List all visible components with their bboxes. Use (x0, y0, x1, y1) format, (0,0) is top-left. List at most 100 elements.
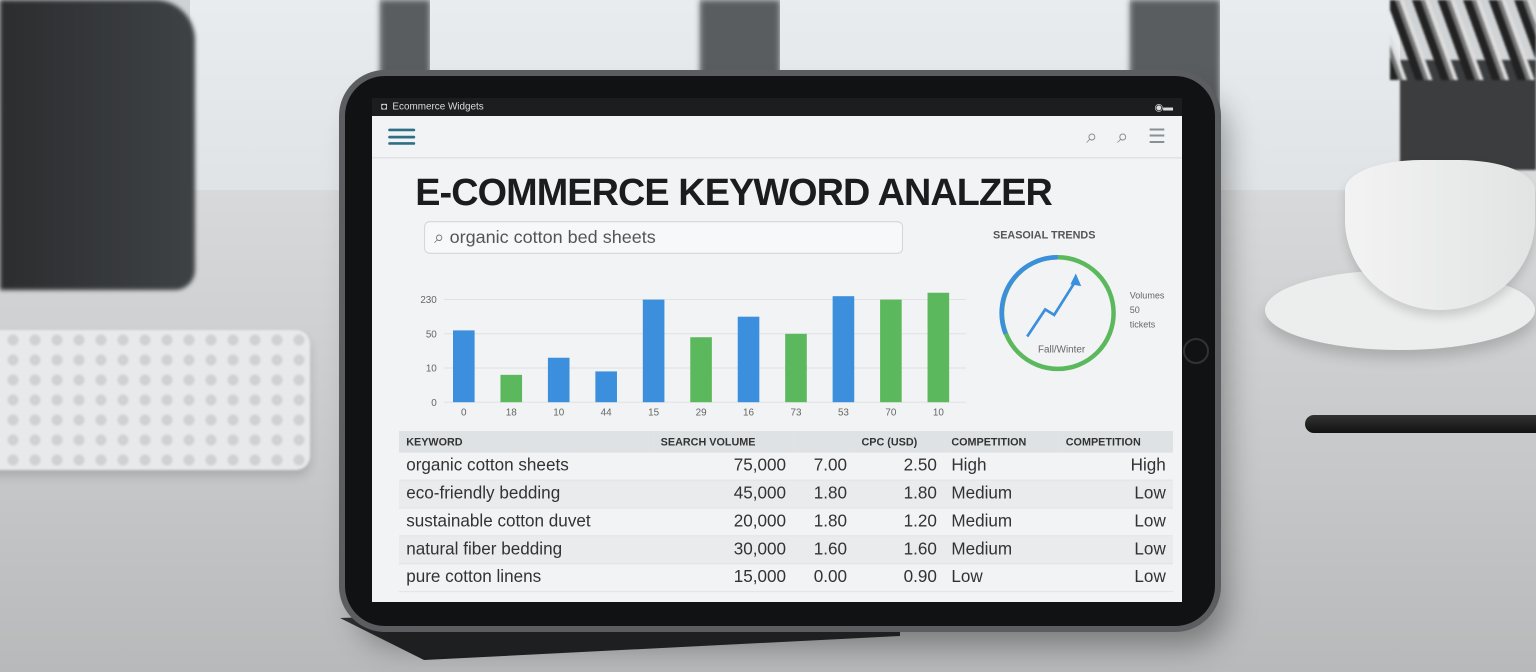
column-header[interactable]: COMPETITION (944, 431, 1059, 453)
table-cell: 1.20 (854, 507, 945, 537)
table-cell: Low (1058, 535, 1173, 565)
bar[interactable] (785, 333, 807, 403)
seasonal-trends-panel: SEASOIAL TRENDS Fall/Winter Volumes 50 t… (993, 229, 1182, 409)
home-button[interactable] (1183, 338, 1209, 364)
bar[interactable] (500, 374, 523, 403)
bar[interactable] (927, 292, 950, 403)
x-tick-label: 0 (461, 408, 467, 419)
side-note-line: Volumes (1129, 291, 1165, 302)
search-icon[interactable]: ⌕ (1117, 125, 1129, 148)
table-cell: eco-friendly bedding (399, 480, 654, 509)
table-cell: Medium (944, 535, 1059, 565)
pen (1305, 415, 1536, 433)
status-bar: ◘ Ecommerce Widgets ◉▬ (372, 98, 1182, 116)
x-tick-label: 18 (506, 408, 517, 419)
table-cell: 1.80 (793, 480, 855, 509)
seasonal-ring: Fall/Winter (999, 255, 1116, 372)
table-header-row: KEYWORD SEARCH VOLUME CPC (USD) COMPETITION… (399, 431, 1173, 453)
app-header: ⌕ ⌕ ☰ (372, 116, 1182, 159)
keyword-bar-chart: 0 10 50 230 0 18 10 44 15 29 16 73 53 70 10 (420, 292, 966, 419)
x-tick-label: 73 (790, 408, 801, 419)
bar[interactable] (453, 330, 475, 403)
bar[interactable] (690, 337, 712, 403)
bar[interactable] (737, 316, 760, 403)
x-tick-label: 15 (648, 408, 659, 419)
y-tick-label: 230 (420, 295, 437, 306)
table-cell: Low (1058, 507, 1173, 537)
table-cell: Medium (944, 480, 1059, 509)
app-label: Ecommerce Widgets (392, 101, 484, 113)
table-cell: sustainable cotton duvet (399, 507, 654, 537)
bar[interactable] (547, 357, 570, 403)
table-cell: 7.00 (793, 452, 855, 481)
table-cell: 1.60 (793, 535, 855, 565)
x-tick-label: 29 (696, 408, 707, 419)
table-cell: 30,000 (653, 535, 794, 565)
y-tick-label: 10 (426, 364, 437, 375)
table-cell: pure cotton linens (399, 563, 654, 593)
keyboard (0, 330, 310, 470)
table-cell: Medium (944, 507, 1059, 537)
search-input[interactable]: ⌕ organic cotton bed sheets (424, 221, 903, 254)
seasonal-side-note: Volumes 50 tickets (1130, 290, 1165, 333)
table-cell: High (944, 452, 1059, 481)
chair (0, 0, 195, 290)
menu-icon[interactable] (388, 128, 416, 145)
table-cell: 0.90 (854, 563, 945, 593)
seasonal-trends-title: SEASOIAL TRENDS (993, 228, 1096, 242)
table-cell: 45,000 (653, 480, 794, 509)
table-cell: 15,000 (653, 563, 794, 593)
column-header[interactable]: SEARCH VOLUME (653, 431, 794, 453)
x-tick-label: 16 (743, 408, 754, 419)
table-row[interactable]: sustainable cotton duvet 20,000 1.80 1.20 Me… (399, 507, 1173, 537)
table-row[interactable]: organic cotton sheets 75,000 7.00 2.50 High H… (399, 452, 1173, 481)
table-cell: organic cotton sheets (399, 452, 654, 481)
table-cell: High (1058, 452, 1173, 481)
table-row[interactable]: eco-friendly bedding 45,000 1.80 1.80 Medium… (399, 480, 1173, 509)
x-tick-label: 44 (601, 408, 612, 419)
keyword-table: KEYWORD SEARCH VOLUME CPC (USD) COMPETITION… (399, 431, 1173, 593)
coffee-cup (1345, 160, 1535, 310)
page-title: E-COMMERCE KEYWORD ANALZER (415, 170, 1053, 214)
trend-up-arrow-icon (1026, 279, 1077, 338)
side-note-line: 50 (1129, 305, 1140, 316)
table-cell: 1.80 (793, 507, 855, 537)
search-icon: ⌕ (434, 227, 445, 247)
bar[interactable] (880, 299, 902, 403)
table-row[interactable]: pure cotton linens 15,000 0.00 0.90 Low Low (399, 563, 1173, 593)
bar[interactable] (832, 296, 855, 403)
table-cell: 75,000 (653, 452, 794, 481)
table-cell: 20,000 (653, 507, 794, 537)
table-row[interactable]: natural fiber bedding 30,000 1.60 1.60 Mediu… (399, 535, 1173, 565)
x-tick-label: 53 (838, 408, 849, 419)
table-cell: natural fiber bedding (399, 535, 654, 565)
arrow-head (1070, 273, 1082, 287)
table-cell: 1.60 (854, 535, 945, 565)
column-header[interactable]: KEYWORD (399, 431, 654, 453)
search-value: organic cotton bed sheets (449, 227, 656, 247)
pens (1390, 0, 1536, 80)
table-cell: Low (944, 563, 1059, 593)
column-header[interactable]: CPC (USD) (854, 431, 945, 453)
x-tick-label: 10 (553, 408, 564, 419)
table-cell: 1.80 (854, 480, 945, 509)
table-cell: Low (1058, 480, 1173, 509)
x-tick-label: 10 (933, 408, 944, 419)
ring-blue (999, 255, 1058, 335)
table-cell: 2.50 (854, 452, 945, 481)
table-cell: Low (1058, 563, 1173, 593)
column-header[interactable]: COMPETITION (1058, 431, 1173, 453)
table-cell: 0.00 (793, 563, 855, 593)
tablet-screen: ◘ Ecommerce Widgets ◉▬ ⌕ ⌕ ☰ E-COMMERCE … (372, 98, 1182, 602)
list-icon[interactable]: ☰ (1148, 125, 1166, 148)
y-tick-label: 0 (431, 398, 437, 409)
search-icon[interactable]: ⌕ (1086, 125, 1098, 148)
bar[interactable] (595, 371, 617, 403)
y-tick-label: 50 (426, 329, 437, 340)
battery-icon: ◉▬ (1154, 102, 1173, 113)
app-icon: ◘ (381, 101, 387, 113)
column-header[interactable] (793, 431, 855, 453)
bar[interactable] (642, 299, 665, 403)
center-label: Fall/Winter (1038, 345, 1086, 356)
side-note-line: tickets (1129, 320, 1156, 331)
